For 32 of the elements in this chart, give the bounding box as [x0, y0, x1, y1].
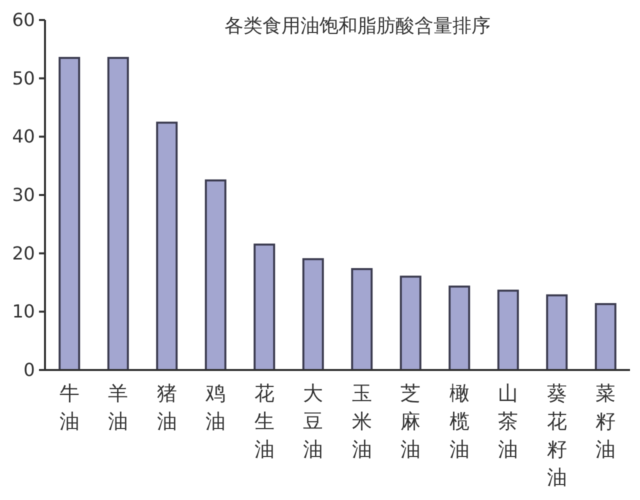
- y-tick-label: 60: [12, 10, 35, 31]
- x-tick-label: 花生油: [254, 381, 274, 461]
- bar: [107, 56, 129, 371]
- x-tick-label: 菜籽油: [596, 381, 616, 461]
- y-tick-label: 40: [12, 126, 35, 148]
- chart-title: 各类食用油饱和脂肪酸含量排序: [224, 15, 490, 37]
- bar: [497, 290, 519, 371]
- x-tick-label: 鸡油: [204, 381, 226, 433]
- bar: [594, 303, 616, 371]
- bar: [254, 244, 276, 371]
- bar: [204, 179, 226, 371]
- x-tick-label: 猪油: [156, 381, 177, 433]
- x-tick-label: 羊油: [108, 381, 128, 433]
- y-tick-label: 50: [12, 68, 35, 90]
- bar: [58, 56, 80, 371]
- bar: [302, 258, 324, 371]
- x-tick-label: 芝麻油: [400, 381, 421, 461]
- x-tick-label: 山茶油: [498, 381, 518, 461]
- y-tick-label: 0: [24, 360, 35, 381]
- y-tick-label: 30: [12, 185, 35, 206]
- bar: [156, 122, 178, 371]
- y-tick-label: 10: [12, 302, 35, 323]
- y-tick-label: 20: [12, 243, 35, 264]
- x-tick-label: 牛油: [59, 381, 80, 433]
- bar: [448, 286, 470, 371]
- x-tick-label: 葵花籽油: [546, 381, 567, 489]
- bar: [400, 276, 422, 371]
- bar: [546, 294, 568, 371]
- x-tick-label: 玉米油: [352, 381, 372, 461]
- bar: [351, 268, 373, 371]
- x-tick-label: 大豆油: [303, 381, 324, 461]
- x-tick-label: 橄榄油: [449, 381, 470, 461]
